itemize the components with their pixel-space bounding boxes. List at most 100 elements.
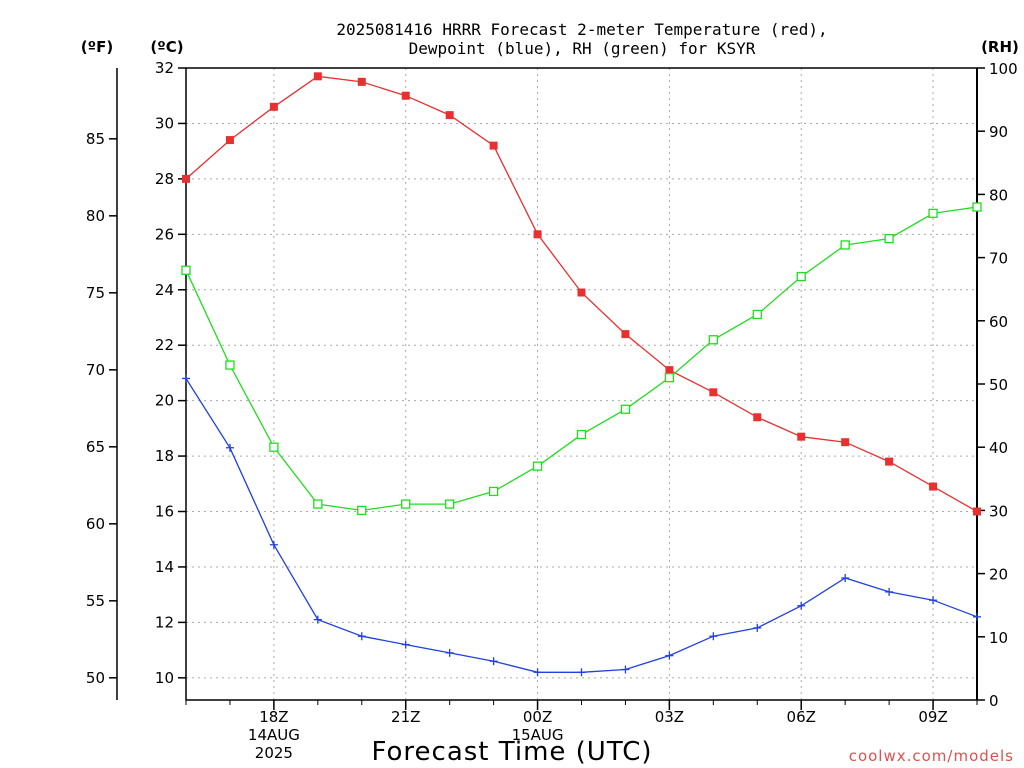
temperature-point	[973, 507, 981, 516]
fahrenheit-unit-label: (ºF)	[81, 38, 113, 56]
rh-point	[357, 505, 367, 516]
plot-frame	[185, 67, 978, 701]
dewpoint-point	[577, 668, 586, 677]
rh-point	[532, 461, 543, 471]
source-credit: coolwx.com/models	[849, 747, 1014, 765]
temperature-point	[401, 91, 410, 100]
dewpoint-point	[841, 574, 850, 583]
rh-tick-label: 0	[989, 692, 999, 710]
rh-point	[620, 404, 631, 414]
rh-point	[708, 335, 718, 345]
dewpoint-point	[269, 540, 278, 549]
rh-tick-label: 70	[989, 250, 1008, 268]
x-tick-label: 06Z	[787, 708, 816, 726]
celsius-tick-label: 20	[155, 392, 174, 410]
temperature-point	[929, 482, 938, 491]
temperature-point	[445, 111, 454, 120]
rh-point	[928, 208, 938, 219]
dewpoint-point	[313, 615, 322, 624]
temperature-point	[885, 457, 894, 466]
rh-point	[488, 486, 499, 497]
rh-point	[884, 233, 894, 244]
rh-point	[445, 499, 455, 509]
chart-title-line1: 2025081416 HRRR Forecast 2-meter Tempera…	[336, 20, 827, 39]
rh-point	[664, 373, 675, 383]
fahrenheit-tick-label: 70	[86, 361, 105, 379]
dewpoint-point	[357, 632, 366, 641]
x-tick-label: 09Z	[918, 708, 947, 726]
dewpoint-point	[225, 443, 234, 452]
celsius-tick-label: 30	[155, 114, 174, 132]
rh-point	[796, 271, 806, 282]
fahrenheit-tick-label: 60	[86, 515, 105, 533]
temperature-point	[357, 77, 366, 86]
celsius-tick-label: 32	[155, 59, 174, 77]
celsius-tick-label: 14	[155, 558, 174, 576]
x-tick-label: 14AUG	[248, 726, 300, 744]
rh-point	[972, 202, 982, 212]
celsius-tick-label: 12	[155, 613, 174, 631]
dewpoint-point	[445, 648, 454, 657]
temperature-point	[753, 413, 762, 422]
axes: 10 12 14 16 18 20 22 24 26 28 30 32 50 55 60 65 70 75 80 85…	[86, 59, 1018, 762]
rh-point	[181, 265, 191, 275]
fahrenheit-tick-label: 55	[86, 592, 105, 610]
rh-unit-label: (RH)	[981, 38, 1019, 56]
celsius-tick-label: 10	[155, 669, 174, 687]
rh-line	[185, 206, 978, 512]
rh-point	[269, 442, 279, 452]
rh-tick-label: 50	[989, 376, 1008, 394]
dewpoint-point	[621, 665, 630, 674]
rh-tick-label: 80	[989, 186, 1008, 204]
grid-lines	[186, 68, 977, 700]
x-tick-label: 21Z	[391, 708, 420, 726]
celsius-tick-label: 26	[155, 225, 174, 243]
celsius-tick-label: 28	[155, 170, 174, 188]
chart-title-line2: Dewpoint (blue), RH (green) for KSYR	[409, 39, 756, 58]
rh-point	[401, 499, 411, 509]
rh-point	[752, 309, 762, 320]
temperature-point	[577, 288, 586, 297]
x-tick-label: 00Z	[523, 708, 552, 726]
dewpoint-point	[182, 374, 190, 383]
fahrenheit-tick-label: 75	[86, 284, 105, 302]
rh-tick-label: 100	[989, 60, 1018, 78]
rh-point	[225, 360, 235, 370]
rh-tick-label: 40	[989, 439, 1008, 457]
dewpoint-line	[185, 378, 978, 673]
celsius-tick-label: 16	[155, 503, 174, 521]
dewpoint-point	[885, 587, 894, 596]
rh-point	[313, 499, 323, 509]
temperature-point	[797, 432, 806, 441]
dewpoint-point	[709, 632, 718, 641]
temperature-point	[709, 388, 718, 397]
temperature-point	[489, 141, 498, 150]
dewpoint-point	[973, 612, 981, 621]
data-series	[181, 72, 982, 677]
celsius-tick-label: 18	[155, 447, 174, 465]
dewpoint-point	[489, 657, 498, 666]
temperature-point	[225, 136, 234, 145]
rh-point	[840, 240, 850, 250]
rh-tick-label: 10	[989, 629, 1008, 647]
fahrenheit-tick-label: 85	[86, 130, 105, 148]
fahrenheit-tick-label: 50	[86, 669, 105, 687]
fahrenheit-tick-label: 65	[86, 438, 105, 456]
x-tick-label: 15AUG	[512, 726, 564, 744]
temperature-point	[533, 230, 542, 239]
temperature-point	[269, 102, 278, 111]
rh-tick-label: 90	[989, 123, 1008, 141]
x-tick-label: 2025	[255, 744, 293, 762]
temperature-point	[665, 366, 674, 375]
temperature-point	[621, 330, 630, 339]
x-tick-label: 18Z	[259, 708, 288, 726]
x-tick-label: 03Z	[655, 708, 684, 726]
dewpoint-point	[533, 668, 542, 677]
fahrenheit-tick-label: 80	[86, 207, 105, 225]
dewpoint-point	[665, 651, 674, 660]
x-axis-title: Forecast Time (UTC)	[371, 737, 652, 767]
temperature-point	[313, 72, 322, 81]
celsius-tick-label: 24	[155, 281, 174, 299]
celsius-unit-label: (ºC)	[150, 38, 183, 56]
